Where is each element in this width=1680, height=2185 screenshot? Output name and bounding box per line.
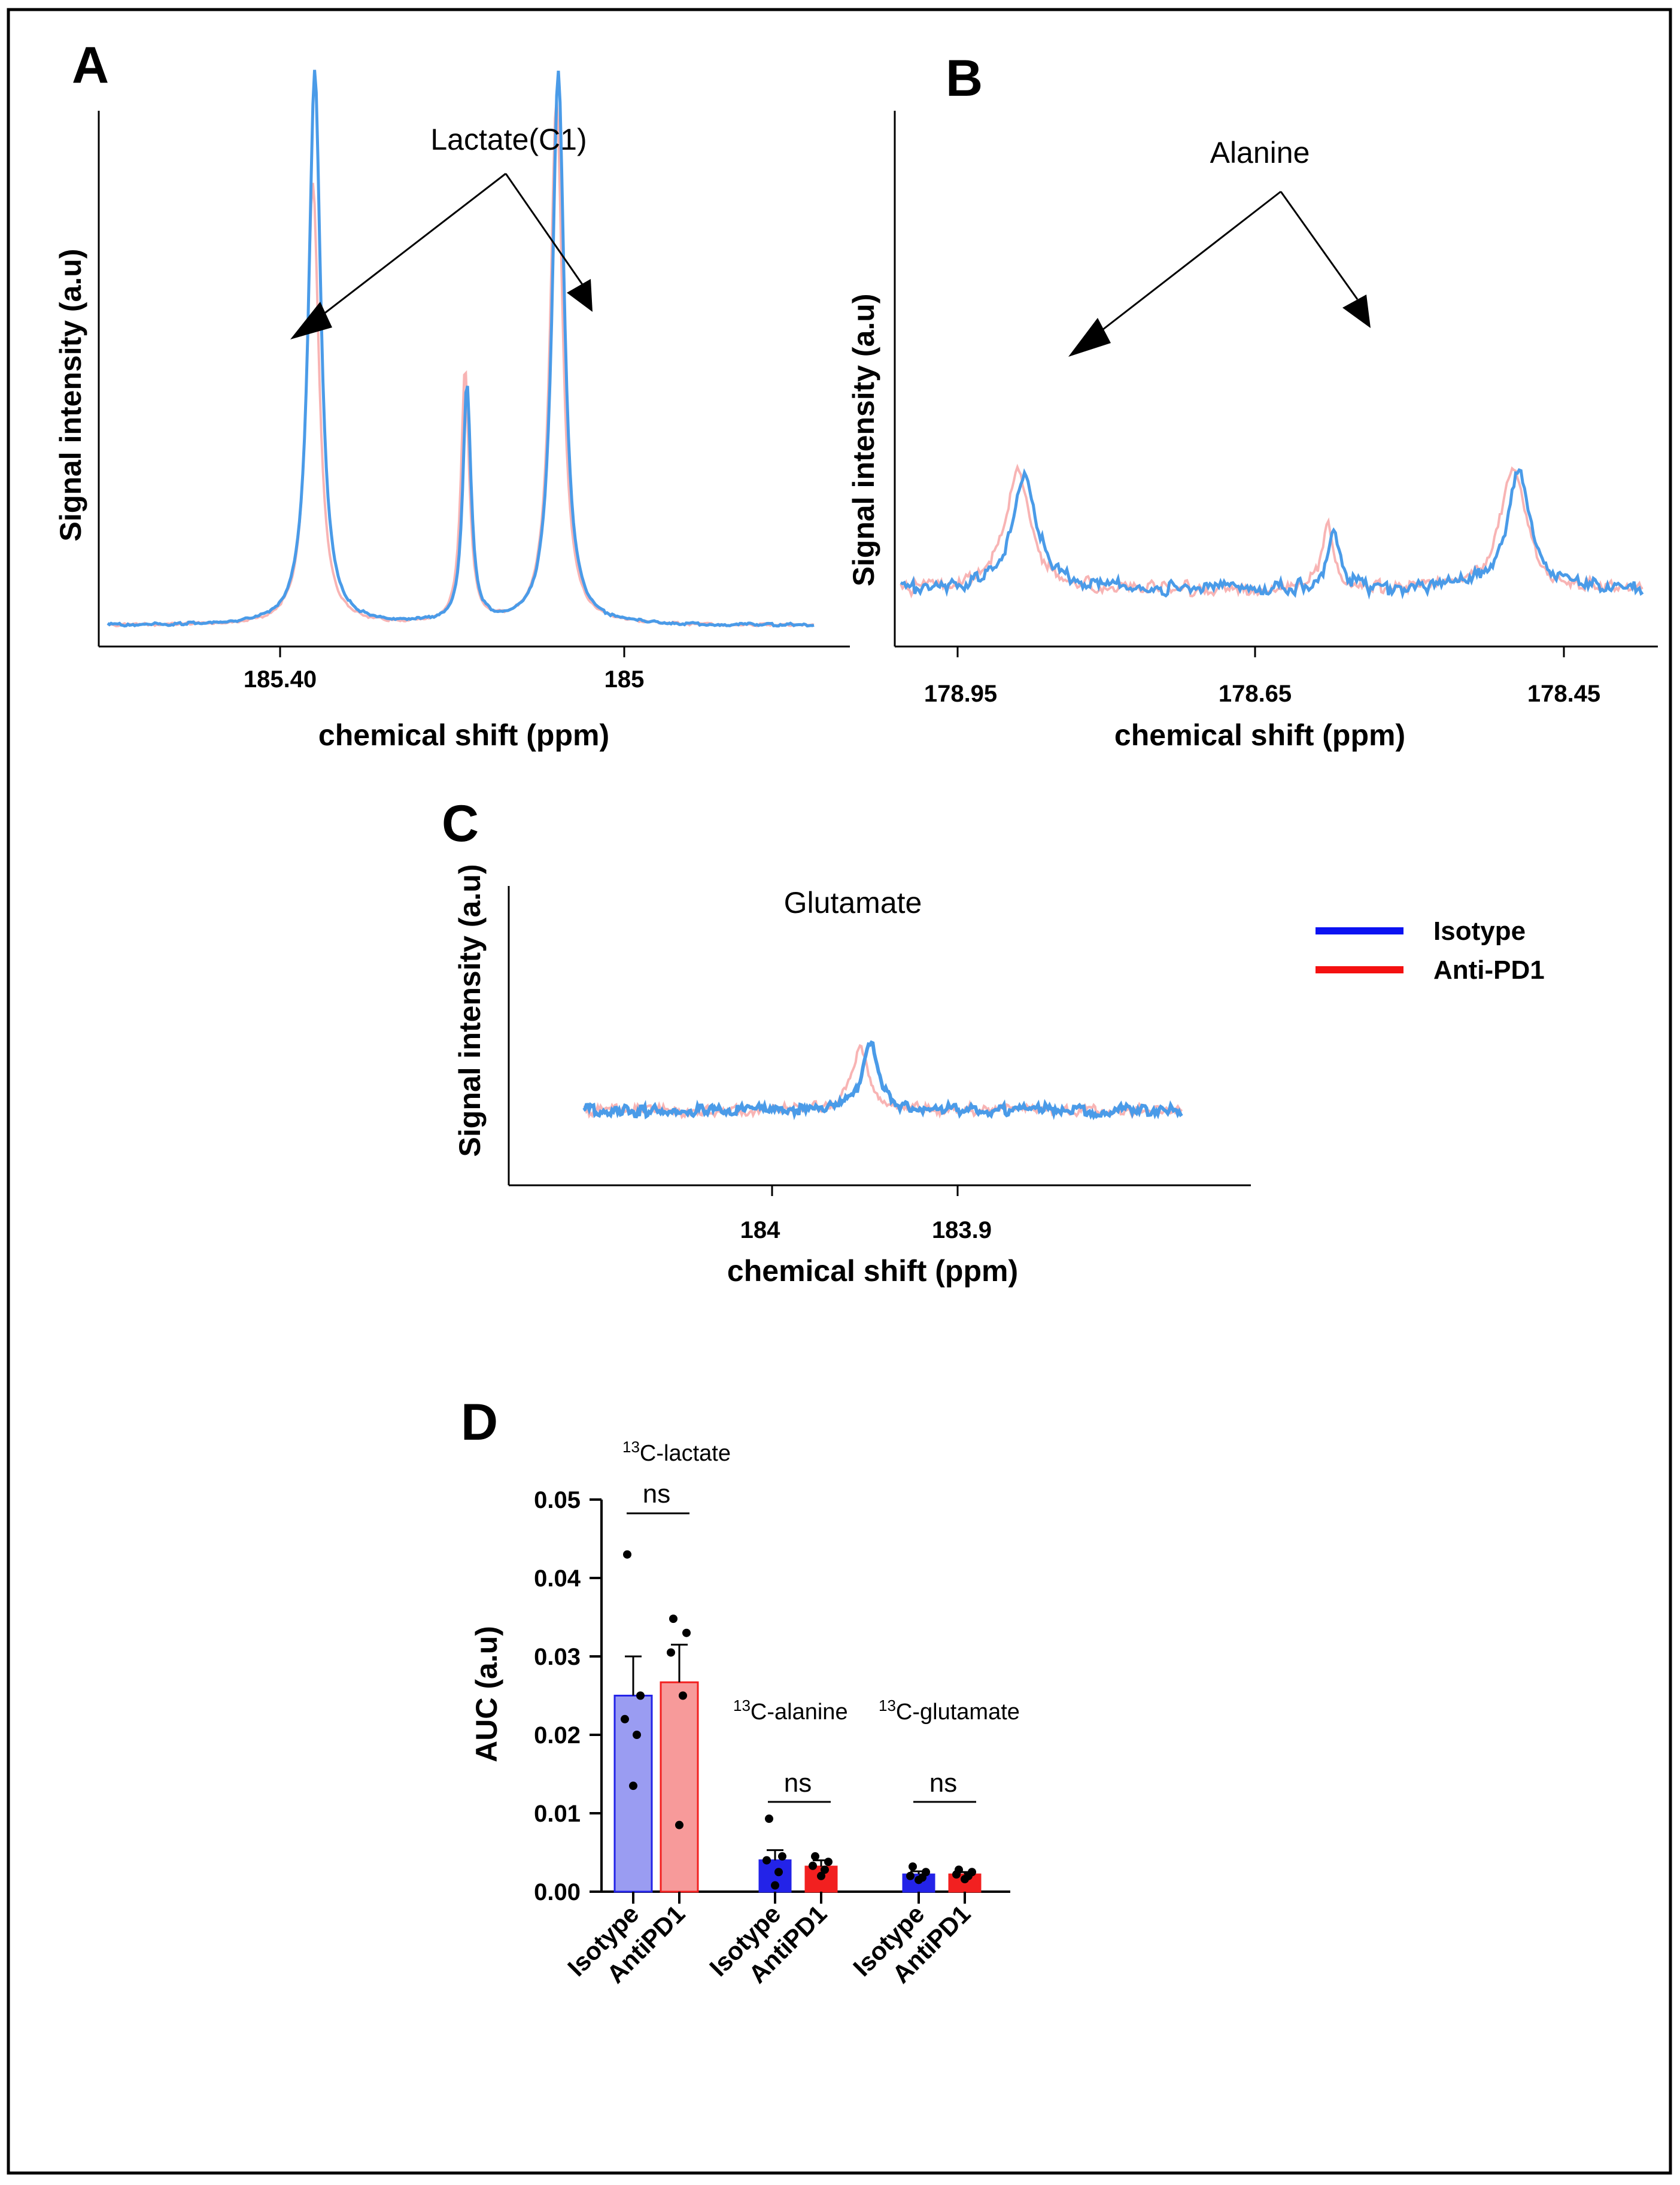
panel-b-x-tick-label: 178.95	[924, 681, 997, 707]
panel-b: B 178.95 178.65 178.45 chemical shift (p…	[847, 50, 1658, 752]
data-point	[809, 1861, 817, 1870]
data-point	[667, 1648, 675, 1657]
data-point	[675, 1820, 683, 1829]
annotation-arrow-line	[1280, 191, 1359, 300]
spectrum-isotype-line	[582, 1040, 1183, 1121]
group-label-glutamate: 13C-glutamate	[879, 1697, 1020, 1725]
error-bar	[625, 1655, 642, 1696]
data-point	[629, 1782, 637, 1791]
group-label-text: C-lactate	[640, 1441, 731, 1466]
annotation-arrow-line	[309, 172, 506, 326]
data-point	[771, 1881, 779, 1890]
data-point	[909, 1862, 917, 1871]
panel-b-x-tick-label: 178.45	[1527, 681, 1600, 707]
panel-a-x-axis-title: chemical shift (ppm)	[318, 718, 609, 752]
panel-c: C 184 183.9 chemical shift (ppm) Signal …	[442, 795, 1251, 1288]
panel-c-x-tick-label: 183.9	[932, 1217, 992, 1243]
panel-a: A 185.40 185 chemical shift (ppm) Signal…	[54, 37, 850, 752]
panel-c-x-axis-title: chemical shift (ppm)	[727, 1254, 1018, 1288]
legend-label-isotype: Isotype	[1433, 917, 1526, 946]
group-label-superscript: 13	[879, 1697, 896, 1714]
group-label-lactate: 13C-lactate	[622, 1438, 731, 1466]
significance-label: ns	[929, 1768, 957, 1798]
panel-b-x-axis-title: chemical shift (ppm)	[1114, 718, 1405, 752]
panel-d-y-axis-title: AUC (a.u)	[470, 1626, 503, 1762]
bar-antipd1	[660, 1681, 699, 1893]
data-point	[915, 1876, 923, 1884]
annotation-arrow-line	[1089, 190, 1281, 341]
error-bar	[671, 1643, 688, 1683]
panel-b-y-axis-title: Signal intensity (a.u)	[847, 294, 880, 587]
peak-annotation-alanine: Alanine	[1210, 136, 1310, 169]
data-point	[961, 1875, 969, 1884]
group-label-alanine: 13C-alanine	[733, 1697, 848, 1725]
panel-d-y-ticks: 0.00 0.01 0.02 0.03 0.04 0.05	[534, 1487, 601, 1905]
data-point	[633, 1731, 641, 1739]
panel-a-x-tick-label: 185	[604, 666, 645, 693]
arrowhead	[1068, 318, 1111, 357]
spectrum-isotype-line	[900, 468, 1644, 600]
group-label-superscript: 13	[733, 1697, 751, 1714]
panel-label-d: D	[461, 1394, 498, 1451]
significance-label: ns	[784, 1768, 812, 1798]
data-point	[811, 1852, 819, 1861]
data-point	[774, 1868, 783, 1877]
bar-isotype	[613, 1695, 653, 1893]
data-point	[952, 1870, 961, 1879]
data-point	[817, 1871, 825, 1880]
data-point	[636, 1691, 645, 1700]
data-point	[621, 1714, 629, 1723]
data-point	[821, 1865, 829, 1874]
group-label-text: C-glutamate	[896, 1700, 1020, 1725]
panel-d-y-tick-label: 0.00	[534, 1879, 581, 1905]
peak-annotation-glutamate: Glutamate	[784, 886, 922, 919]
data-point	[824, 1858, 833, 1867]
annotation-arrow-line	[505, 173, 585, 287]
data-point	[765, 1814, 773, 1823]
significance-label: ns	[643, 1479, 670, 1509]
data-point	[669, 1615, 678, 1623]
panel-a-y-axis-title: Signal intensity (a.u)	[54, 249, 87, 542]
panel-d-y-tick-label: 0.01	[534, 1801, 581, 1827]
panel-label-a: A	[72, 37, 109, 94]
peak-annotation-lactate: Lactate(C1)	[430, 123, 587, 156]
data-point	[762, 1856, 771, 1865]
group-label-text: C-alanine	[751, 1700, 848, 1725]
panel-c-y-axis-title: Signal intensity (a.u)	[453, 864, 487, 1157]
panel-d-bars	[613, 1550, 982, 1904]
panel-label-b: B	[946, 50, 983, 107]
data-point	[679, 1691, 687, 1700]
error-bar	[767, 1849, 783, 1861]
panel-d-y-tick-label: 0.04	[534, 1565, 581, 1592]
arrowhead	[567, 279, 593, 312]
panel-d-y-tick-label: 0.03	[534, 1644, 581, 1670]
legend-label-antipd1: Anti-PD1	[1433, 955, 1545, 985]
panel-b-x-tick-label: 178.65	[1219, 681, 1292, 707]
panel-c-x-tick-label: 184	[740, 1217, 780, 1243]
arrowhead	[290, 302, 332, 339]
data-point	[906, 1871, 915, 1880]
group-label-superscript: 13	[622, 1438, 640, 1456]
data-point	[682, 1628, 691, 1637]
panel-label-c: C	[442, 795, 479, 852]
figure-border	[7, 8, 1672, 2175]
arrowhead	[1342, 295, 1371, 328]
spectrum-isotype-line	[107, 69, 815, 628]
data-point	[623, 1550, 631, 1559]
panel-a-x-tick-label: 185.40	[244, 666, 317, 693]
panel-d-y-tick-label: 0.02	[534, 1722, 581, 1749]
panel-d-y-tick-label: 0.05	[534, 1487, 581, 1513]
legend: Isotype Anti-PD1	[1316, 917, 1545, 985]
data-point	[778, 1852, 786, 1861]
